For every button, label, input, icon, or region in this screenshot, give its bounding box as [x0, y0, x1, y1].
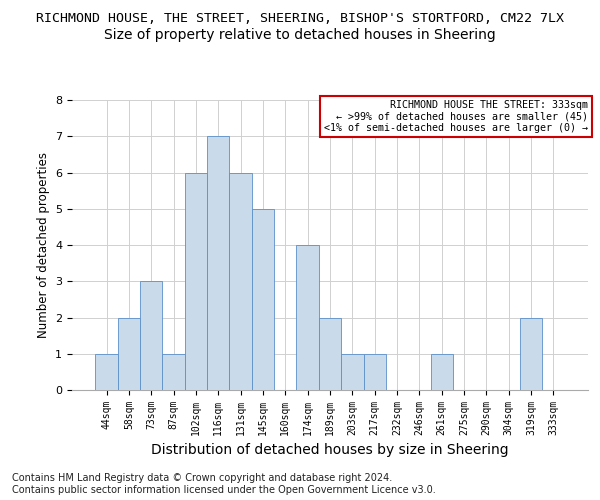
- Bar: [229, 172, 252, 390]
- Bar: [431, 354, 453, 390]
- Text: Contains HM Land Registry data © Crown copyright and database right 2024.
Contai: Contains HM Land Registry data © Crown c…: [12, 474, 436, 495]
- Bar: [118, 318, 140, 390]
- Bar: [185, 172, 207, 390]
- Bar: [296, 245, 319, 390]
- Bar: [252, 209, 274, 390]
- Bar: [163, 354, 185, 390]
- X-axis label: Distribution of detached houses by size in Sheering: Distribution of detached houses by size …: [151, 444, 509, 458]
- Bar: [341, 354, 364, 390]
- Bar: [140, 281, 163, 390]
- Bar: [95, 354, 118, 390]
- Bar: [520, 318, 542, 390]
- Text: RICHMOND HOUSE, THE STREET, SHEERING, BISHOP'S STORTFORD, CM22 7LX: RICHMOND HOUSE, THE STREET, SHEERING, BI…: [36, 12, 564, 26]
- Bar: [319, 318, 341, 390]
- Text: Size of property relative to detached houses in Sheering: Size of property relative to detached ho…: [104, 28, 496, 42]
- Text: RICHMOND HOUSE THE STREET: 333sqm
← >99% of detached houses are smaller (45)
<1%: RICHMOND HOUSE THE STREET: 333sqm ← >99%…: [324, 100, 588, 133]
- Bar: [364, 354, 386, 390]
- Y-axis label: Number of detached properties: Number of detached properties: [37, 152, 50, 338]
- Bar: [207, 136, 229, 390]
